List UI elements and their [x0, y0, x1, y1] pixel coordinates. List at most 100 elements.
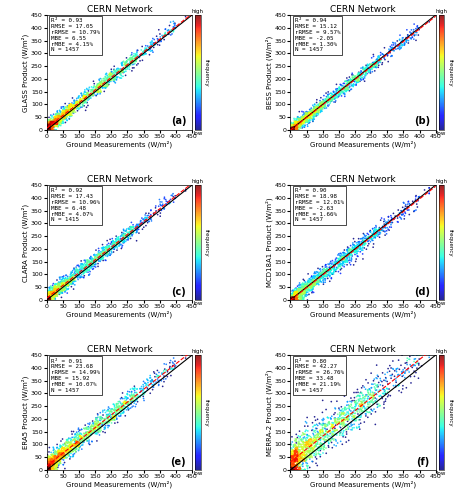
Point: [293, 458, 300, 466]
Point: [391, 43, 399, 51]
Point: [288, 296, 296, 304]
Point: [315, 274, 322, 282]
Point: [348, 422, 355, 430]
Point: [55, 111, 63, 119]
Point: [45, 466, 52, 474]
Point: [77, 438, 84, 446]
Point: [58, 442, 66, 450]
Point: [293, 120, 301, 128]
Point: [337, 82, 345, 90]
Point: [329, 94, 337, 102]
Point: [295, 116, 302, 124]
Point: [150, 368, 158, 376]
Point: [45, 116, 52, 124]
Point: [342, 83, 350, 91]
Point: [369, 62, 377, 70]
Point: [54, 448, 62, 456]
Point: [97, 248, 105, 256]
Point: [86, 432, 94, 440]
Point: [68, 430, 76, 438]
Point: [73, 264, 80, 272]
Point: [299, 112, 306, 120]
Point: [288, 292, 295, 300]
Point: [288, 445, 296, 453]
Point: [346, 246, 353, 254]
Point: [367, 228, 374, 236]
Point: [317, 106, 325, 114]
Point: [117, 236, 124, 244]
Point: [104, 72, 111, 80]
Point: [350, 424, 358, 432]
Point: [364, 402, 371, 410]
Point: [287, 126, 295, 134]
Point: [304, 427, 312, 435]
Point: [68, 445, 75, 453]
Point: [287, 126, 295, 134]
Point: [352, 74, 360, 82]
Point: [62, 108, 70, 116]
Point: [59, 108, 67, 116]
Point: [72, 448, 80, 456]
Point: [108, 68, 115, 76]
Point: [292, 122, 299, 130]
Point: [346, 245, 354, 253]
Point: [309, 114, 316, 122]
Point: [297, 290, 305, 298]
Point: [386, 367, 393, 375]
Point: [326, 436, 333, 444]
Point: [353, 72, 361, 80]
Point: [91, 258, 99, 266]
Point: [62, 278, 70, 285]
Point: [315, 102, 322, 110]
Point: [75, 440, 83, 448]
Point: [58, 276, 66, 283]
Point: [103, 248, 110, 256]
Point: [113, 237, 120, 245]
Point: [310, 434, 317, 442]
Point: [50, 460, 57, 468]
Point: [398, 208, 406, 216]
Point: [81, 94, 89, 102]
Point: [80, 270, 87, 278]
Point: [311, 103, 318, 111]
Point: [80, 424, 88, 432]
Point: [47, 126, 54, 134]
Point: [366, 68, 373, 76]
Point: [364, 234, 372, 242]
Point: [358, 410, 366, 418]
Point: [345, 412, 352, 420]
Point: [46, 125, 53, 133]
Point: [50, 292, 58, 300]
Point: [110, 414, 117, 422]
Point: [292, 465, 300, 473]
Point: [338, 420, 346, 428]
Point: [304, 463, 311, 471]
Point: [401, 41, 408, 49]
Point: [365, 234, 372, 241]
Point: [73, 267, 80, 275]
Point: [360, 396, 368, 404]
Point: [290, 124, 298, 132]
Point: [65, 438, 73, 446]
Point: [65, 102, 73, 110]
Point: [314, 416, 322, 424]
Point: [310, 278, 318, 286]
Point: [92, 420, 100, 428]
Point: [321, 272, 328, 280]
Point: [353, 77, 361, 85]
Point: [357, 68, 365, 76]
Point: [316, 420, 324, 428]
Point: [392, 45, 400, 53]
Point: [88, 431, 95, 439]
Point: [292, 454, 300, 462]
Point: [336, 251, 343, 259]
Point: [388, 41, 395, 49]
Point: [308, 108, 315, 116]
Point: [287, 124, 295, 132]
Point: [290, 288, 298, 296]
Point: [44, 462, 51, 470]
Point: [47, 284, 54, 292]
Point: [51, 462, 59, 470]
Point: [78, 430, 85, 438]
Point: [156, 41, 163, 49]
